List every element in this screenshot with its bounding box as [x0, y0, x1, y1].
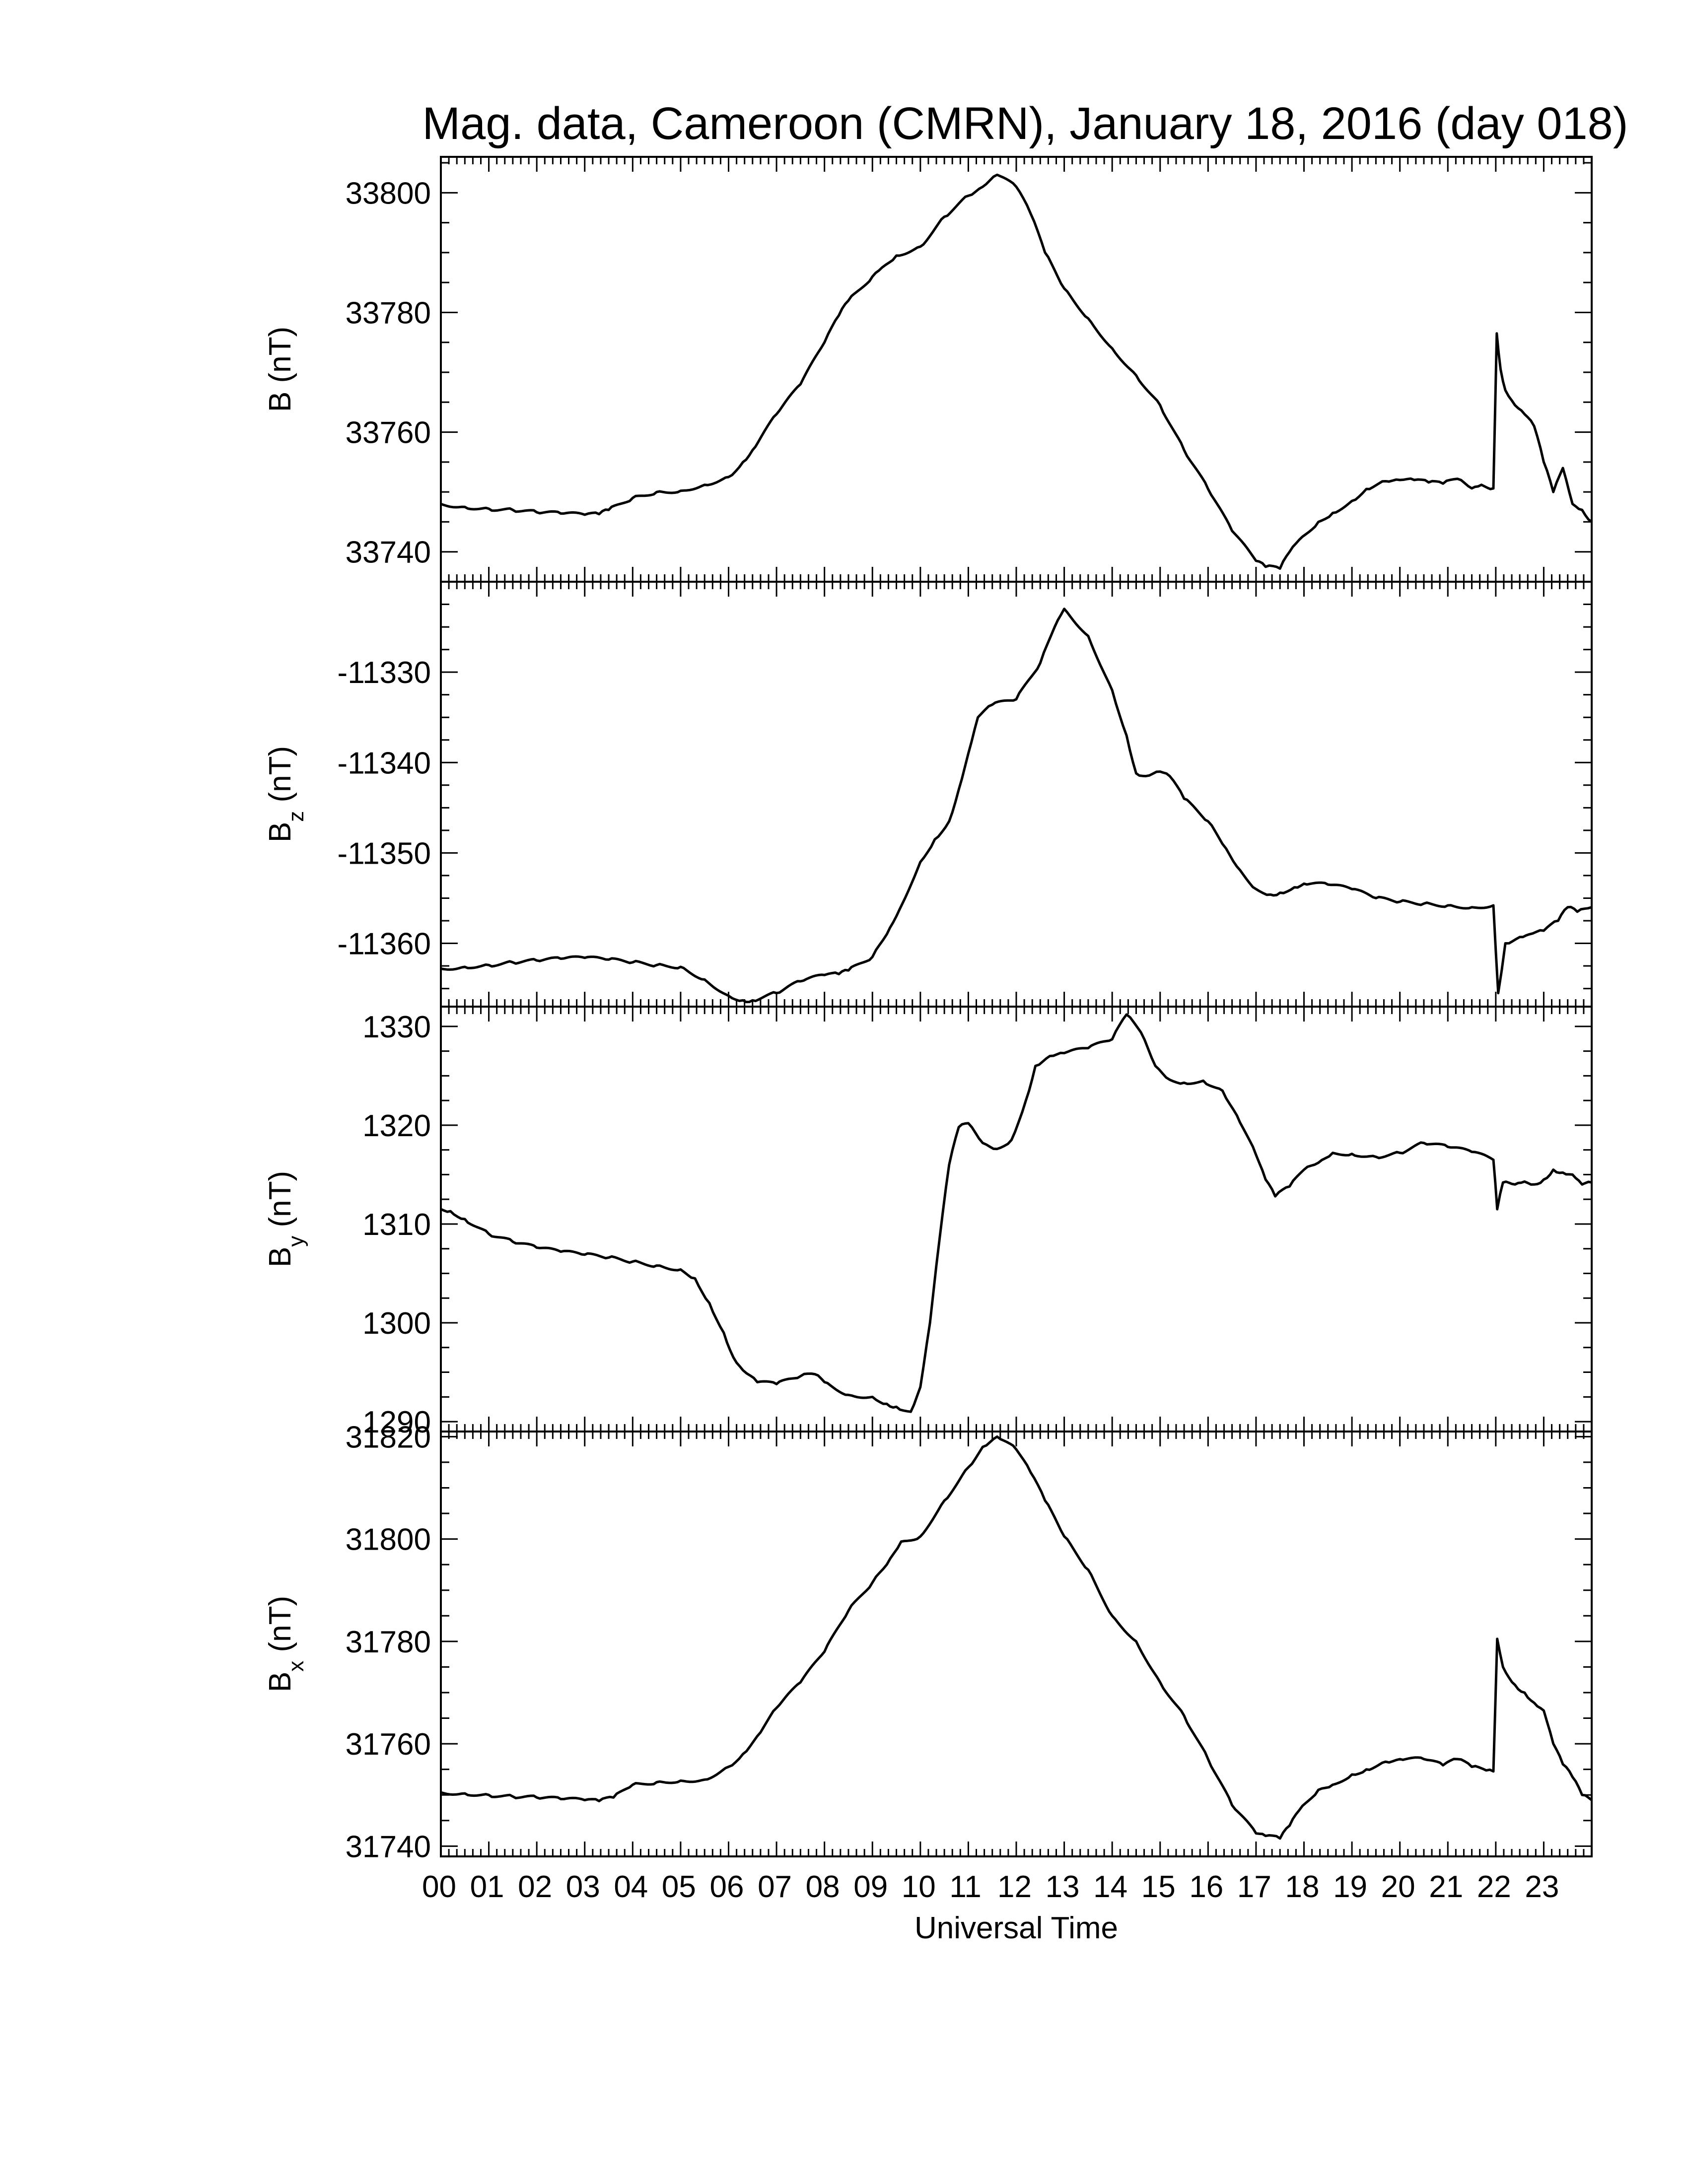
- y-ticks-Bz: [441, 581, 1592, 990]
- y-axis-label-B: B (nT): [263, 327, 297, 412]
- x-tick-label: 05: [662, 1870, 696, 1904]
- y-label-main: B: [263, 822, 297, 842]
- x-ticks-Bz: [440, 582, 1593, 1007]
- series-line-Bz: [440, 608, 1592, 1004]
- y-tick-label: 1310: [362, 1208, 431, 1242]
- x-tick-label: 19: [1333, 1870, 1367, 1904]
- y-tick-label: 1330: [362, 1010, 431, 1044]
- y-tick-label: 33800: [346, 176, 431, 210]
- y-label-unit: (nT): [263, 1171, 297, 1236]
- x-tick-label: 20: [1381, 1870, 1415, 1904]
- x-tick-label: 07: [758, 1870, 792, 1904]
- chart-title: Mag. data, Cameroon (CMRN), January 18, …: [422, 98, 1628, 149]
- y-ticks-By: [441, 1025, 1592, 1423]
- y-axis-label-Bx: Bx (nT): [263, 1596, 308, 1692]
- x-tick-label: 13: [1046, 1870, 1080, 1904]
- x-axis-label: Universal Time: [914, 1911, 1118, 1945]
- x-tick-label: 09: [853, 1870, 888, 1904]
- series-line-By: [440, 1013, 1592, 1413]
- y-axis-label-Bz: Bz (nT): [263, 746, 308, 842]
- y-tick-label: 31800: [346, 1523, 431, 1557]
- y-axis-label-By: By (nT): [263, 1171, 308, 1267]
- x-axis: 00 01 02 03 04 05 06 07 08 09 10 11 12 13 14 15 16 17 18 19…: [422, 1870, 1559, 1904]
- y-label-main: B: [263, 1247, 297, 1267]
- y-label-subscript: x: [284, 1661, 308, 1672]
- y-label-subscript: z: [284, 811, 308, 822]
- y-tick-label: 31760: [346, 1727, 431, 1762]
- x-tick-label: 22: [1477, 1870, 1511, 1904]
- y-label-subscript: y: [284, 1236, 308, 1247]
- x-tick-label: 06: [710, 1870, 744, 1904]
- x-tick-label: 04: [614, 1870, 648, 1904]
- y-tick-label: -11330: [338, 656, 431, 690]
- y-tick-label: -11360: [338, 927, 431, 961]
- x-tick-label: 18: [1285, 1870, 1320, 1904]
- y-tick-label: -11350: [338, 836, 431, 871]
- panel-B: 33740 33760 33780 33800 B (nT): [263, 156, 1593, 583]
- x-tick-label: 16: [1189, 1870, 1223, 1904]
- x-tick-label: 02: [518, 1870, 552, 1904]
- panel-Bx: 31740 31760 31780 31800 31820 Bx (nT): [263, 1420, 1593, 1864]
- x-ticks-B: [440, 157, 1593, 582]
- x-tick-label: 14: [1093, 1870, 1127, 1904]
- y-tick-label: 1290: [362, 1405, 431, 1439]
- y-tick-label: 31820: [346, 1420, 431, 1454]
- y-tick-label: 1300: [362, 1306, 431, 1341]
- x-tick-label: 15: [1141, 1870, 1176, 1904]
- x-tick-label: 17: [1237, 1870, 1271, 1904]
- panel-Bz: -11360 -11350 -11340 -11330 Bz (nT): [263, 581, 1593, 1008]
- y-tick-label: -11340: [338, 746, 431, 780]
- x-ticks-Bx: [440, 1432, 1593, 1856]
- series-line-B: [440, 173, 1593, 570]
- x-tick-label: 11: [949, 1870, 981, 1904]
- y-tick-label: 33760: [346, 416, 431, 450]
- panel-By: 1290 1300 1310 1320 1330 By (nT): [263, 1006, 1593, 1439]
- y-label-unit: (nT): [263, 1596, 297, 1661]
- x-tick-label: 23: [1525, 1870, 1559, 1904]
- y-label-unit: (nT): [263, 327, 297, 392]
- x-tick-label: 21: [1429, 1870, 1463, 1904]
- x-tick-label: 00: [422, 1870, 456, 1904]
- y-ticks-Bx: [441, 1435, 1592, 1847]
- x-tick-label: 03: [566, 1870, 600, 1904]
- y-label-main: B: [263, 1672, 297, 1692]
- y-tick-label: 33740: [346, 536, 431, 570]
- y-tick-label: 1320: [362, 1109, 431, 1143]
- series-line-Bx: [440, 1435, 1593, 1840]
- x-tick-label: 01: [470, 1870, 504, 1904]
- y-tick-label: 31780: [346, 1625, 431, 1659]
- y-tick-label: 33780: [346, 296, 431, 330]
- y-tick-label: 31740: [346, 1830, 431, 1864]
- x-tick-label: 08: [806, 1870, 840, 1904]
- x-ticks-By: [440, 1007, 1593, 1432]
- y-label-unit: (nT): [263, 746, 297, 811]
- x-tick-label: 10: [902, 1870, 936, 1904]
- y-label-main: B: [263, 392, 297, 412]
- x-tick-label: 12: [997, 1870, 1032, 1904]
